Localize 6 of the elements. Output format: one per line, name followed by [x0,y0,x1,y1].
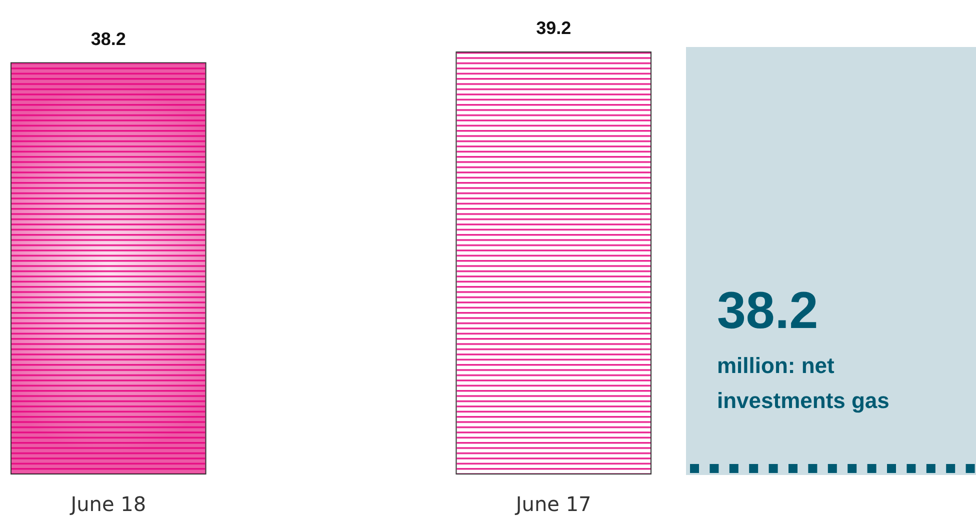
x-tick-label: June 17 [514,492,592,516]
data-label: 39.2 [536,18,572,38]
text: million: net investments gas [717,353,890,413]
text: 38.2 [717,282,818,340]
x-tick-label: June 18 [68,492,146,516]
data-label: 38.2 [90,28,126,49]
